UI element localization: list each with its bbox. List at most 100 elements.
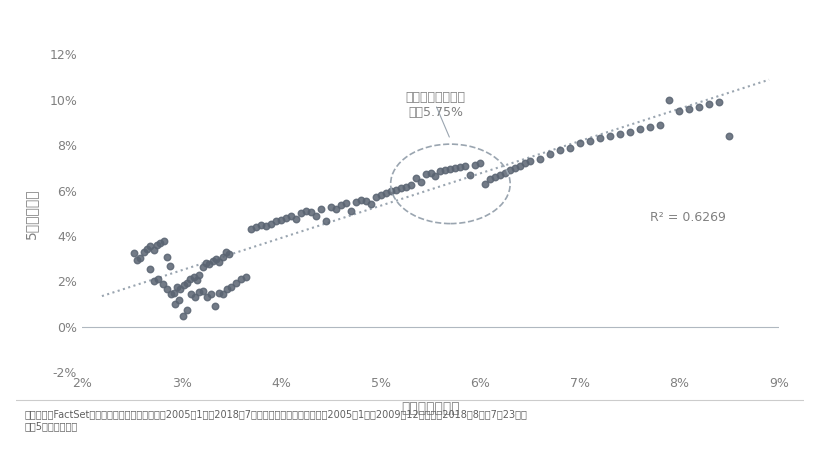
Point xyxy=(209,303,222,310)
Point xyxy=(188,294,201,301)
Point xyxy=(183,276,196,283)
Y-axis label: 5年遠期回報: 5年遠期回報 xyxy=(24,188,38,239)
Point xyxy=(201,294,214,301)
Point xyxy=(143,265,156,272)
Point xyxy=(137,248,150,256)
Point xyxy=(344,207,357,215)
Point xyxy=(702,101,715,108)
Point xyxy=(167,289,180,296)
Point xyxy=(682,105,695,113)
Point xyxy=(160,286,173,293)
Point xyxy=(274,217,287,224)
Point xyxy=(448,164,461,172)
Point xyxy=(289,215,302,222)
Point xyxy=(329,205,342,212)
Point xyxy=(205,291,218,298)
Point xyxy=(150,242,163,249)
Point xyxy=(168,301,181,308)
Point xyxy=(192,288,206,295)
Point xyxy=(378,189,391,197)
Point xyxy=(478,180,491,188)
Point xyxy=(319,217,333,225)
Point xyxy=(364,201,377,208)
Point xyxy=(314,205,327,212)
Point xyxy=(143,242,156,250)
Point xyxy=(294,210,307,217)
Point xyxy=(147,246,160,253)
Point xyxy=(213,258,226,266)
Point xyxy=(399,183,412,191)
Point xyxy=(433,168,446,175)
Point xyxy=(219,248,233,256)
Point xyxy=(260,222,273,229)
Point xyxy=(234,276,247,283)
Point xyxy=(508,164,521,172)
Point xyxy=(533,155,546,163)
Point xyxy=(284,212,297,219)
Point xyxy=(202,261,215,268)
Point xyxy=(443,165,456,173)
Point xyxy=(200,260,213,267)
Point xyxy=(582,137,595,144)
Point xyxy=(572,139,586,147)
Point xyxy=(147,278,160,285)
Point xyxy=(309,212,322,219)
Point xyxy=(334,202,347,209)
Point xyxy=(642,123,655,131)
Point xyxy=(190,276,203,284)
Point xyxy=(213,289,226,296)
Point xyxy=(493,171,506,178)
Point xyxy=(304,208,317,216)
Point xyxy=(428,172,441,179)
Point xyxy=(483,176,496,183)
Point xyxy=(220,286,233,293)
Point xyxy=(176,312,189,319)
Point xyxy=(498,169,511,176)
Point xyxy=(423,169,437,176)
Point xyxy=(523,158,536,165)
Point xyxy=(244,226,257,233)
Point xyxy=(130,256,143,263)
Point xyxy=(192,271,206,278)
Point xyxy=(265,220,278,227)
Point xyxy=(255,221,268,228)
Point xyxy=(592,135,605,142)
X-axis label: 初始到期收益率: 初始到期收益率 xyxy=(400,401,459,415)
Point xyxy=(164,291,177,298)
Point xyxy=(468,161,482,168)
Point xyxy=(224,283,238,291)
Point xyxy=(349,198,362,206)
Point xyxy=(404,181,417,189)
Point xyxy=(133,254,146,261)
Point xyxy=(229,279,242,286)
Point xyxy=(197,263,210,270)
Point xyxy=(712,99,725,106)
Point xyxy=(632,126,645,133)
Point xyxy=(459,162,472,169)
Point xyxy=(722,133,735,140)
Point xyxy=(373,192,387,199)
Point xyxy=(279,214,292,222)
Point xyxy=(163,262,176,269)
Point xyxy=(153,239,166,247)
Point xyxy=(223,251,236,258)
Point xyxy=(692,103,705,110)
Point xyxy=(127,249,140,257)
Point xyxy=(170,283,183,291)
Point xyxy=(354,196,367,203)
Point xyxy=(180,306,193,313)
Point xyxy=(414,178,427,185)
Point xyxy=(389,186,402,193)
Point xyxy=(172,296,185,303)
Point xyxy=(216,253,229,260)
Point xyxy=(464,171,477,178)
Point xyxy=(662,96,675,104)
Point xyxy=(553,146,566,153)
Point xyxy=(359,197,372,204)
Point xyxy=(180,279,193,286)
Point xyxy=(563,144,576,151)
Point xyxy=(603,133,616,140)
Text: 資料來源：FactSet、晨星。彭博美國信貸指數由2005年1月至2018年7月期間的每月收益率，以及由2005年1月至2009年12月期間到2018年8月至7: 資料來源：FactSet、晨星。彭博美國信貸指數由2005年1月至2018年7月… xyxy=(25,410,527,431)
Point xyxy=(409,174,422,182)
Point xyxy=(160,253,173,260)
